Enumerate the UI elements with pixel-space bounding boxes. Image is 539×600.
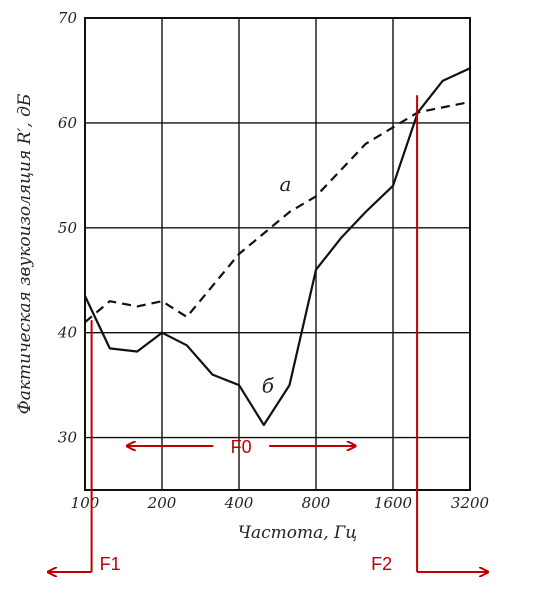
x-tick-label: 3200 — [451, 494, 490, 512]
f2-label: F2 — [371, 554, 392, 574]
x-tick-label: 1600 — [374, 494, 413, 512]
x-tick-label: 100 — [71, 494, 100, 512]
y-tick-label: 40 — [57, 324, 78, 342]
f0-label: F0 — [231, 437, 252, 457]
x-axis-title: Частота, Гц — [238, 523, 357, 543]
x-tick-label: 800 — [302, 494, 331, 512]
y-tick-label: 30 — [58, 429, 78, 447]
plot-frame — [84, 17, 471, 491]
x-tick-label: 400 — [224, 494, 254, 512]
series-line-b — [84, 67, 471, 427]
y-axis-title: Фактическая звукоизоляция R′, дБ — [15, 93, 35, 414]
y-tick-label: 50 — [58, 219, 78, 237]
series-label-b: б — [262, 373, 275, 397]
series-line-a — [84, 100, 471, 324]
y-tick-label: 70 — [58, 9, 78, 27]
f1-label: F1 — [100, 554, 121, 574]
y-tick-label: 60 — [58, 114, 78, 132]
series-label-a: а — [279, 172, 291, 196]
x-tick-label: 200 — [147, 494, 177, 512]
